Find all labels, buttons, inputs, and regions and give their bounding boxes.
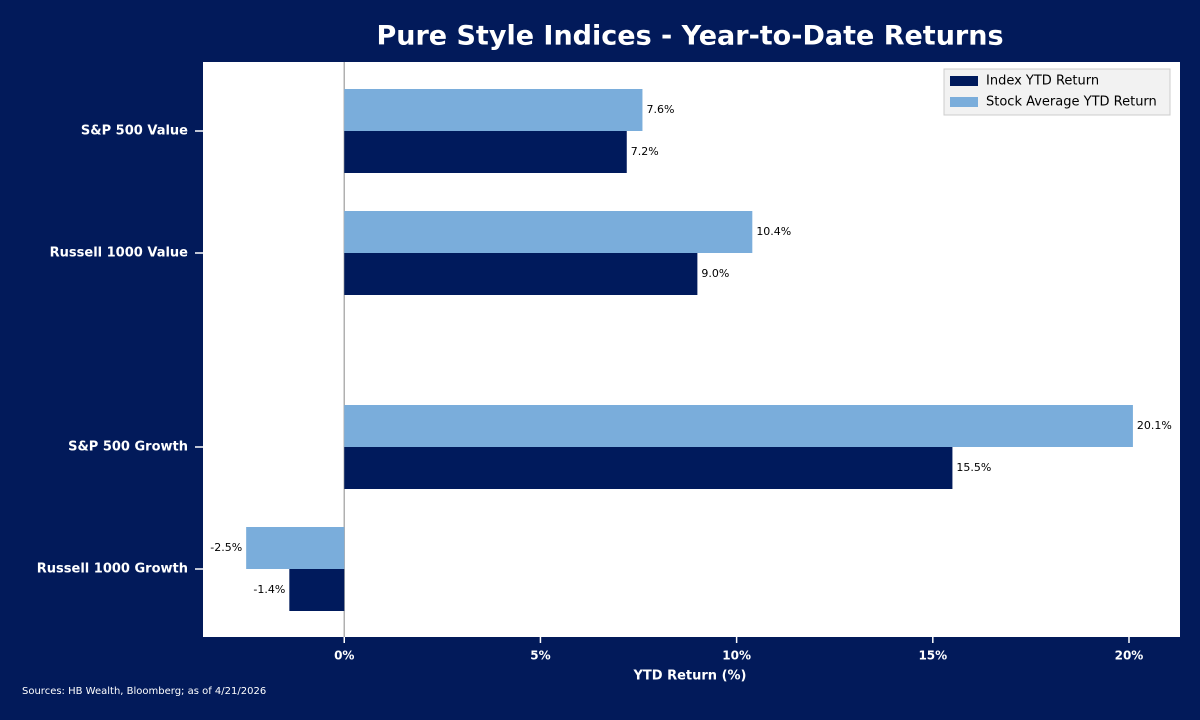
bar: [344, 405, 1133, 447]
x-tick-label: 5%: [530, 649, 550, 663]
value-label: 20.1%: [1137, 419, 1172, 432]
bar: [344, 253, 698, 295]
source-note: Sources: HB Wealth, Bloomberg; as of 4/2…: [22, 686, 266, 697]
legend-swatch: [950, 76, 978, 86]
y-tick-label: S&P 500 Value: [81, 124, 188, 139]
chart-title: Pure Style Indices - Year-to-Date Return…: [376, 21, 1003, 52]
x-tick-label: 15%: [918, 649, 947, 663]
value-label: 10.4%: [756, 225, 791, 238]
y-tick-label: Russell 1000 Growth: [37, 562, 188, 577]
bar: [289, 569, 345, 611]
x-tick-label: 0%: [334, 649, 354, 663]
value-label: 7.6%: [646, 103, 674, 116]
legend-swatch: [950, 97, 978, 107]
value-label: -2.5%: [210, 541, 242, 554]
value-label: 7.2%: [631, 145, 659, 158]
x-tick-label: 20%: [1115, 649, 1144, 663]
y-tick-label: Russell 1000 Value: [50, 246, 189, 261]
bar: [344, 211, 753, 253]
bar: [344, 447, 953, 489]
legend-box: [943, 68, 1171, 116]
bar: [344, 89, 643, 131]
value-label: -1.4%: [253, 583, 285, 596]
value-label: 15.5%: [956, 461, 991, 474]
legend-label: Stock Average YTD Return: [986, 95, 1157, 110]
legend-label: Index YTD Return: [986, 74, 1099, 89]
bar: [344, 131, 627, 173]
value-label: 9.0%: [701, 267, 729, 280]
bar: [246, 527, 345, 569]
y-tick-label: S&P 500 Growth: [68, 440, 188, 455]
x-axis-label: YTD Return (%): [633, 669, 747, 684]
x-tick-label: 10%: [722, 649, 751, 663]
